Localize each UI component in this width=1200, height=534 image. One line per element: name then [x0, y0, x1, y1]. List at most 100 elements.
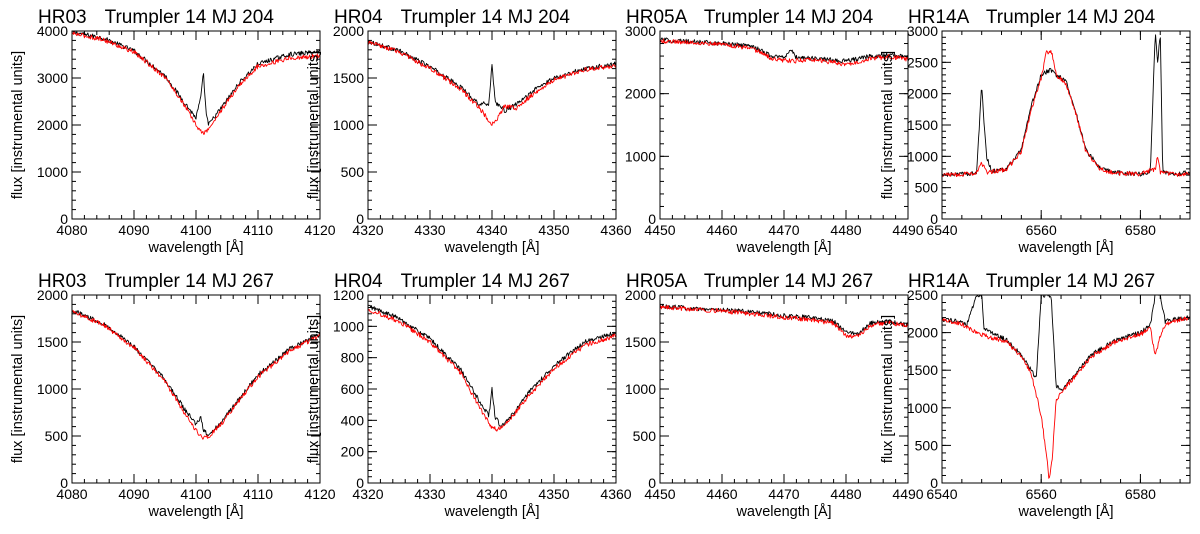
spectrum-panel-r1c2: 4450 4460 4470 4480 4490 0 500 1000 1500 2000HR05…: [625, 271, 924, 520]
y-tick-label: 400: [341, 412, 365, 428]
y-tick-label: 1200: [333, 287, 364, 303]
x-tick-label: 4360: [600, 486, 631, 502]
x-tick-label: 4080: [56, 222, 87, 238]
y-tick-label: 1000: [625, 381, 656, 397]
y-tick-label: 2000: [907, 86, 938, 102]
y-axis-label: flux [instrumental units]: [306, 315, 322, 463]
model-spectrum-line: [660, 305, 908, 339]
panel-setup-name: HR03: [38, 271, 87, 292]
panel-title: HR05A Trumpler 14 MJ 204: [626, 7, 874, 28]
y-tick-label: 1000: [37, 164, 68, 180]
x-tick-label: 4110: [243, 222, 273, 238]
panel-target-name: Trumpler 14 MJ 267: [105, 271, 274, 292]
x-tick-label: 4120: [304, 222, 335, 238]
x-tick-label: 6560: [1026, 222, 1057, 238]
x-axis-label: wavelength [Å]: [735, 503, 831, 520]
y-tick-label: 0: [930, 475, 938, 491]
spectrum-panel-r1c1: 4320 4330 4340 4350 4360 0 200 400 600 800 1000 120…: [306, 271, 632, 520]
observed-spectrum-line: [72, 31, 320, 126]
y-tick-label: 2000: [333, 23, 364, 39]
panel-title: HR04 Trumpler 14 MJ 204: [334, 7, 570, 28]
panel-target-name: Trumpler 14 MJ 204: [105, 7, 275, 28]
panel-title: HR04 Trumpler 14 MJ 267: [334, 271, 570, 292]
y-tick-label: 2500: [907, 54, 938, 70]
panel-setup-name: HR03: [38, 7, 87, 28]
x-tick-label: 4100: [180, 486, 211, 502]
x-tick-label: 6580: [1125, 486, 1156, 502]
y-tick-label: 500: [915, 437, 939, 453]
y-axis-label: flux [instrumental units]: [10, 51, 26, 199]
x-tick-label: 4120: [304, 486, 335, 502]
panel-setup-name: HR04: [334, 7, 383, 28]
model-spectrum-line: [942, 50, 1190, 178]
x-tick-label: 4100: [180, 222, 211, 238]
y-axis-label: flux [instrumental units]: [880, 51, 896, 199]
plot-frame: [941, 294, 1191, 484]
y-tick-label: 1000: [907, 400, 938, 416]
y-tick-label: 1000: [333, 117, 364, 133]
observed-spectrum-line: [660, 304, 908, 336]
y-tick-label: 200: [341, 444, 365, 460]
observed-spectrum-line: [942, 34, 1190, 177]
x-tick-label: 4330: [414, 486, 445, 502]
y-tick-label: 1500: [907, 362, 938, 378]
x-axis-label: wavelength [Å]: [1017, 503, 1113, 520]
plot-area: [368, 304, 616, 432]
panel-setup-name: HR05A: [626, 7, 688, 28]
panel-setup-name: HR14A: [908, 271, 970, 292]
y-tick-label: 2000: [37, 117, 68, 133]
panel-title: HR03 Trumpler 14 MJ 204: [38, 7, 274, 28]
x-tick-label: 4490: [892, 486, 923, 502]
panel-title: HR14A Trumpler 14 MJ 267: [908, 271, 1155, 292]
x-tick-label: 6540: [926, 222, 957, 238]
plot-area: [72, 31, 320, 135]
x-tick-label: 4360: [600, 222, 631, 238]
y-tick-label: 0: [648, 211, 656, 227]
x-axis-label: wavelength [Å]: [735, 239, 831, 256]
x-axis-label: wavelength [Å]: [147, 239, 243, 256]
y-axis-label: flux [instrumental units]: [10, 315, 26, 463]
y-tick-label: 2500: [907, 287, 938, 303]
panel-target-name: Trumpler 14 MJ 204: [401, 7, 571, 28]
model-spectrum-line: [660, 38, 908, 67]
x-tick-label: 4470: [768, 222, 799, 238]
x-axis-label: wavelength [Å]: [147, 503, 243, 520]
y-tick-label: 1500: [333, 70, 364, 86]
y-tick-label: 1000: [37, 381, 68, 397]
model-spectrum-line: [368, 308, 616, 432]
plot-area: [660, 37, 908, 67]
x-tick-label: 4450: [644, 222, 675, 238]
y-tick-label: 3000: [907, 23, 938, 39]
y-tick-label: 1000: [625, 148, 656, 164]
plot-area: [942, 295, 1190, 479]
x-tick-label: 4460: [706, 486, 737, 502]
plot-area: [368, 40, 616, 126]
panel-target-name: Trumpler 14 MJ 267: [986, 271, 1155, 292]
y-tick-label: 2000: [625, 86, 656, 102]
panel-target-name: Trumpler 14 MJ 267: [704, 271, 873, 292]
panel-title: HR05A Trumpler 14 MJ 267: [626, 271, 873, 292]
panel-target-name: Trumpler 14 MJ 204: [986, 7, 1156, 28]
y-tick-label: 500: [633, 428, 657, 444]
x-tick-label: 6540: [926, 486, 957, 502]
spectrum-panel-r0c1: 4320 4330 4340 4350 4360 0 500 1000 1500 2000HR04…: [306, 7, 632, 256]
y-tick-label: 3000: [37, 70, 68, 86]
y-tick-label: 600: [341, 381, 365, 397]
x-tick-label: 4090: [118, 222, 149, 238]
plot-frame: [71, 294, 321, 484]
spectrum-panel-r0c3: 6540 6560 6580 0 500 1000 1500 2000 2500 3000HR14…: [880, 7, 1191, 256]
x-tick-label: 4490: [892, 222, 923, 238]
x-axis-label: wavelength [Å]: [443, 239, 539, 256]
panel-title: HR03 Trumpler 14 MJ 267: [38, 271, 274, 292]
panel-target-name: Trumpler 14 MJ 204: [704, 7, 874, 28]
spectrum-panel-r1c0: 4080 4090 4100 4110 4120 0 500 1000 1500 2000HR03…: [10, 271, 336, 520]
x-tick-label: 4480: [830, 486, 861, 502]
x-tick-label: 4480: [830, 222, 861, 238]
y-tick-label: 1500: [37, 334, 68, 350]
y-tick-label: 3000: [625, 23, 656, 39]
x-tick-label: 4340: [476, 486, 507, 502]
x-axis-label: wavelength [Å]: [1017, 239, 1113, 256]
plot-area: [660, 304, 908, 339]
